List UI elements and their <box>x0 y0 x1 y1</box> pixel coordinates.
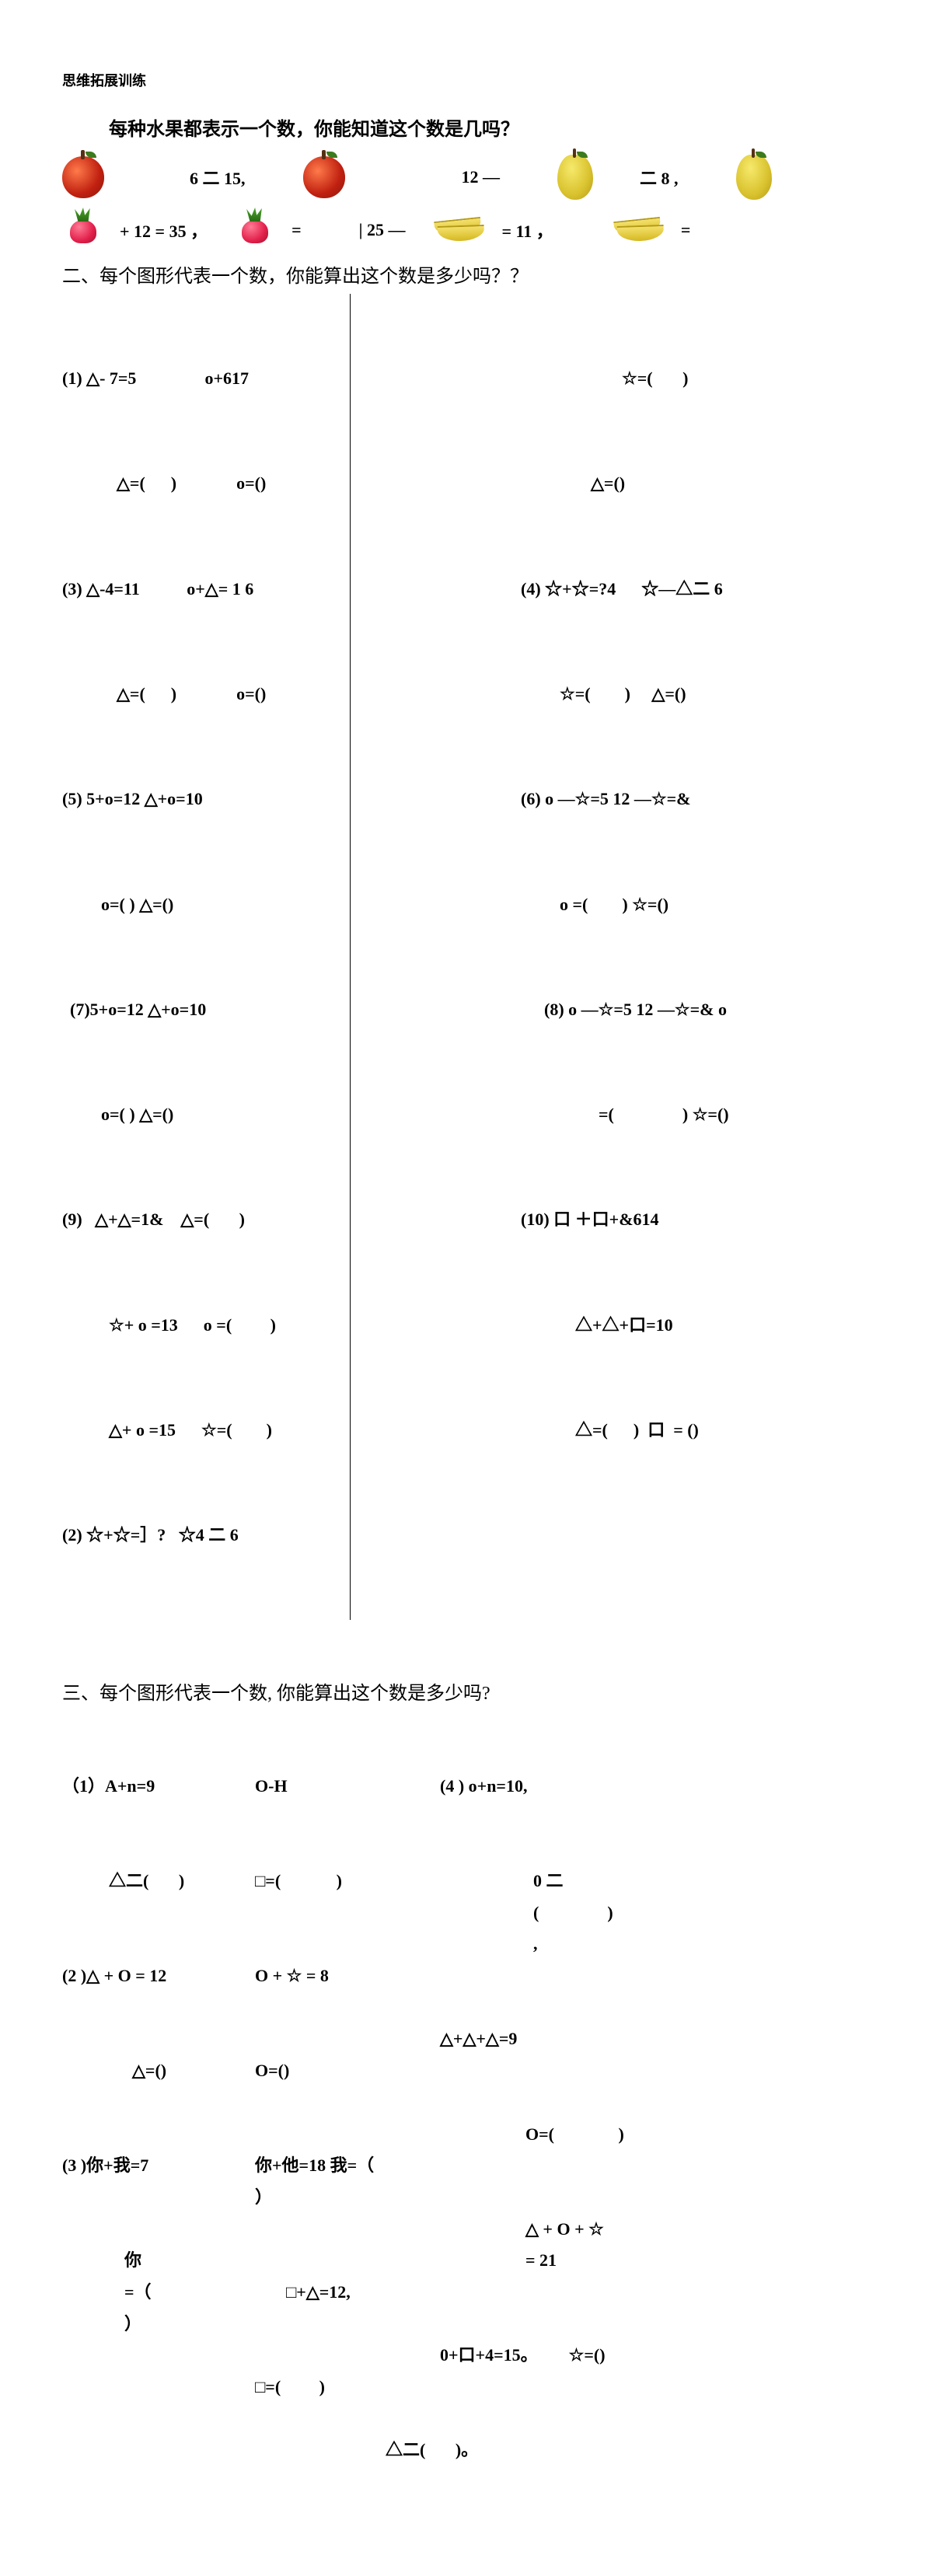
eq-text: | 25 — <box>359 220 406 240</box>
section3-col-c: (4 ) o+n=10, 0 二 ( ) , △+△+△=9 O=( ) △ +… <box>440 1708 863 2530</box>
q-text: △+△+口=10 <box>474 1307 863 1342</box>
q-text: o=() <box>236 684 266 703</box>
q-text: △二( ) <box>62 1866 241 1897</box>
section2-title: 二、每个图形代表一个数，你能算出这个数是多少吗？？ <box>62 260 863 288</box>
q-text: 你+他=18 我=（ ） <box>255 2150 426 2213</box>
q-text: O=() <box>255 2055 426 2087</box>
eq-text: 6 二 15, <box>190 165 246 190</box>
q-text: (3 )你+我=7 <box>62 2150 241 2182</box>
section2-grid: (1) △- 7=5 o+617 △=( ) o=() (3) △-4=11 o… <box>62 291 863 1623</box>
section3-grid: （1）A+n=9 △二( ) (2 )△ + O = 12 △=() (3 )你… <box>62 1708 863 2530</box>
q-text: o+△= 1 6 <box>187 579 253 599</box>
radish-icon <box>234 209 276 251</box>
eq-text: 二 8 , <box>640 165 679 190</box>
section3-title: 三、每个图形代表一个数, 你能算出这个数是多少吗? <box>62 1677 863 1705</box>
eq-text: = 11 ， <box>501 218 553 243</box>
q-text: O + ☆ = 8 <box>255 1960 426 1992</box>
q-text: △=( ) <box>117 473 176 493</box>
q-text: o+617 <box>204 368 249 388</box>
q-text: □=( ) <box>255 2372 426 2403</box>
q-text: o=( ) △=() <box>62 1097 451 1132</box>
q-text: △=() <box>474 466 863 501</box>
q-text: ☆+ o =13 o =( ) <box>62 1307 451 1342</box>
q-text: 你 =（ ） <box>62 2245 241 2340</box>
q-text: (4 ) o+n=10, <box>440 1771 863 1803</box>
section2-left-col: (1) △- 7=5 o+617 △=( ) o=() (3) △-4=11 o… <box>62 291 451 1623</box>
q-text: △二( )。 <box>386 2435 863 2466</box>
section2-right-col: ☆=( ) △=() (4) ☆+☆=?4 ☆—△二 6 ☆=( ) △=() … <box>474 291 863 1623</box>
fruit-equation-row-2: + 12 = 35 ， = | 25 — = 11 ， = <box>62 209 863 251</box>
q-text: ☆=() <box>569 2340 606 2372</box>
q-text: (7)5+o=12 △+o=10 <box>62 992 451 1027</box>
q-text: △=() <box>62 2055 241 2087</box>
q-text: o=() <box>236 473 266 493</box>
q-text: o =( ) ☆=() <box>474 887 863 922</box>
section1-intro: 每种水果都表示一个数，你能知道这个数是几吗？ <box>109 113 863 141</box>
q-text: △ + O + ☆ = 21 <box>440 2214 863 2277</box>
radish-icon <box>62 209 104 251</box>
q-text: □+△=12, <box>255 2277 426 2309</box>
page-header: 思维拓展训练 <box>62 70 863 90</box>
q-text: (10) 口 ＋口+&614 <box>474 1202 863 1237</box>
q-text: △+ o =15 ☆=( ) <box>62 1412 451 1447</box>
q-text: ☆=( ) △=() <box>474 676 863 711</box>
eq-text: = <box>681 220 691 240</box>
pear-icon <box>736 155 772 200</box>
section3-col-b: O-H □=( ) O + ☆ = 8 O=() 你+他=18 我=（ ） □+… <box>255 1708 426 2530</box>
q-text: (2 )△ + O = 12 <box>62 1960 241 1992</box>
q-text: (1) △- 7=5 <box>62 368 136 388</box>
eq-text: = <box>291 220 302 240</box>
eq-text: + 12 = 35 ， <box>120 218 208 243</box>
eq-text: 12 — <box>462 167 501 187</box>
vertical-divider <box>350 294 351 1620</box>
q-text: △=( ) 口 = () <box>474 1412 863 1447</box>
q-text: 0 二 ( ) , <box>440 1866 863 1960</box>
q-text: (4) ☆+☆=?4 ☆—△二 6 <box>474 571 863 606</box>
q-text: ☆=( ) <box>474 361 863 396</box>
q-text: △+△+△=9 <box>440 2023 863 2055</box>
banana-icon <box>611 215 665 246</box>
q-text: =( ) ☆=() <box>474 1097 863 1132</box>
fruit-equation-row-1: 6 二 15, 12 — 二 8 , <box>62 155 863 200</box>
q-text: （1）A+n=9 <box>62 1771 241 1803</box>
banana-icon <box>431 215 486 246</box>
q-text: (2) ☆+☆=］? ☆4 二 6 <box>62 1517 451 1552</box>
section3-col-a: （1）A+n=9 △二( ) (2 )△ + O = 12 △=() (3 )你… <box>62 1708 241 2530</box>
apple-icon <box>62 156 104 198</box>
q-text: (3) △-4=11 <box>62 579 140 599</box>
q-text: o=( ) △=() <box>62 887 451 922</box>
q-text: O=( ) <box>440 2119 863 2151</box>
q-text: △=( ) <box>117 684 176 703</box>
q-text: (6) o —☆=5 12 —☆=& <box>474 781 863 816</box>
q-text: 0+口+4=15。 <box>440 2340 538 2372</box>
q-text: O-H <box>255 1771 426 1803</box>
q-text: □=( ) <box>255 1866 426 1897</box>
q-text: (8) o —☆=5 12 —☆=& o <box>474 992 863 1027</box>
pear-icon <box>557 155 593 200</box>
q-text: (9) △+△=1& △=( ) <box>62 1202 451 1237</box>
apple-icon <box>303 156 345 198</box>
q-text: (5) 5+o=12 △+o=10 <box>62 781 451 816</box>
